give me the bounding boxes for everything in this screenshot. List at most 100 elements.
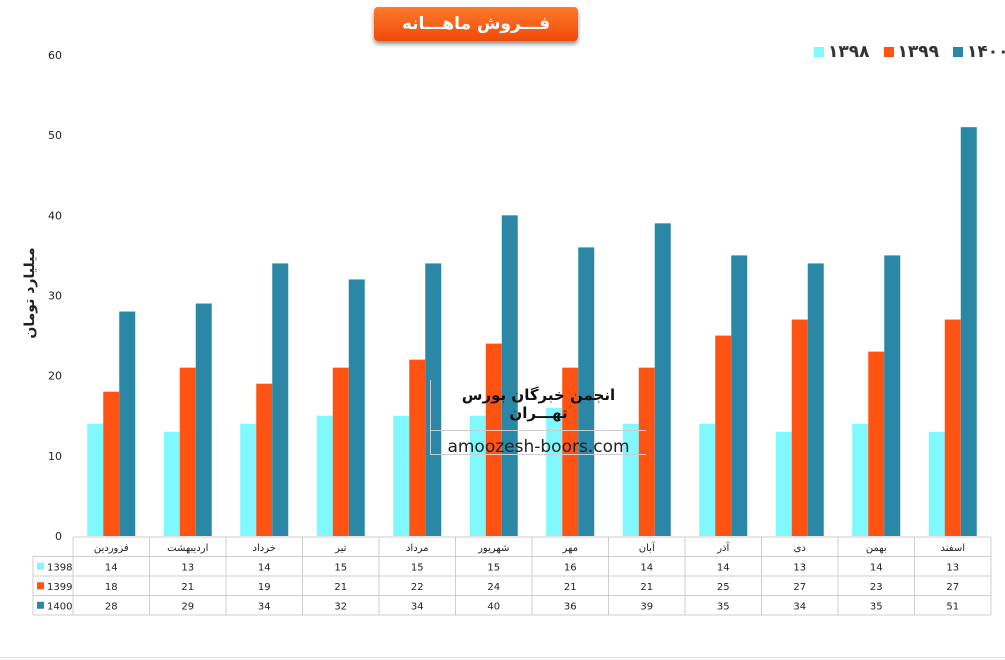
bar [103, 391, 120, 536]
table-cell-value: 34 [793, 602, 806, 613]
table-cell-value: 14 [105, 563, 118, 574]
legend-swatch-1400 [953, 47, 964, 57]
table-cell-value: 21 [640, 582, 653, 593]
table-legend-swatch [37, 562, 44, 570]
bar [807, 263, 824, 536]
table-cell-value: 14 [717, 563, 730, 574]
table-legend-swatch [37, 601, 44, 609]
bar [272, 263, 289, 536]
table-cell-value: 19 [258, 582, 271, 593]
bar [715, 335, 732, 536]
legend-item-1400: ۱۴۰۰ [953, 42, 1005, 62]
bar [469, 415, 486, 536]
x-tick-label: دی [794, 543, 806, 554]
x-tick-label: آبان [639, 541, 656, 554]
x-tick-label: فروردین [94, 543, 129, 554]
bar [393, 415, 410, 536]
x-tick-label: اردیبهشت [167, 543, 208, 554]
table-cell-value: 15 [411, 563, 424, 574]
bar [332, 367, 349, 536]
watermark-divider [431, 430, 646, 431]
y-tick-label: 60 [48, 49, 62, 62]
table-cell-value: 18 [105, 582, 118, 593]
table-cell-value: 13 [793, 563, 806, 574]
x-tick-label: آذر [716, 541, 730, 554]
table-cell-value: 34 [411, 602, 424, 613]
bar [179, 367, 196, 536]
table-cell-value: 28 [105, 602, 118, 613]
table-cell-value: 13 [946, 563, 959, 574]
bar [501, 215, 518, 537]
bar [960, 127, 977, 537]
x-tick-label: شهریور [477, 543, 509, 554]
table-cell-value: 27 [946, 582, 959, 593]
table-cell-value: 16 [564, 563, 577, 574]
bar [348, 279, 365, 536]
bar [546, 407, 563, 536]
table-cell-value: 22 [411, 582, 424, 593]
table-cell-value: 51 [946, 602, 959, 613]
bar [654, 223, 671, 536]
table-cell-value: 15 [487, 563, 500, 574]
legend-swatch-1398 [814, 47, 824, 57]
watermark: انجمن خبرگان بورس تهـــران amoozesh-boor… [430, 380, 646, 457]
y-tick-label: 10 [48, 450, 62, 463]
x-tick-label: مرداد [406, 543, 429, 554]
footer-divider [0, 657, 1005, 658]
legend-label-1399: ۱۳۹۹ [897, 42, 940, 62]
table-cell-value: 24 [487, 582, 500, 593]
y-tick-label: 50 [48, 129, 62, 142]
table-cell-value: 15 [334, 563, 347, 574]
table-cell-value: 25 [717, 582, 730, 593]
bar [256, 383, 273, 536]
legend-item-1398: ۱۳۹۸ [814, 42, 870, 62]
table-cell-value: 21 [564, 582, 577, 593]
table-cell-value: 14 [640, 563, 653, 574]
table-cell-value: 21 [334, 582, 347, 593]
table-series-name: 1400 [47, 602, 72, 613]
table-cell-value: 40 [487, 602, 500, 613]
bar [791, 319, 808, 536]
table-cell-value: 35 [870, 602, 883, 613]
y-tick-label: 20 [48, 370, 62, 383]
table-series-name: 1399 [47, 582, 72, 593]
legend-item-1399: ۱۳۹۹ [883, 42, 940, 62]
table-cell-value: 34 [258, 602, 271, 613]
x-tick-label: بهمن [866, 543, 887, 554]
table-cell-value: 21 [181, 582, 194, 593]
legend-swatch-1399 [883, 47, 894, 57]
bar [731, 255, 748, 536]
legend: ۱۳۹۸ ۱۳۹۹ ۱۴۰۰ [814, 42, 1005, 62]
table-cell-value: 23 [870, 582, 883, 593]
table-cell-value: 35 [717, 602, 730, 613]
watermark-url: amoozesh-boors.com [447, 437, 630, 457]
table-cell-value: 13 [181, 563, 194, 574]
bar [868, 351, 885, 536]
bar [638, 367, 655, 536]
table-cell-value: 39 [640, 602, 653, 613]
y-tick-label: 30 [48, 290, 62, 303]
bar [87, 423, 104, 536]
table-cell-value: 29 [181, 602, 194, 613]
x-tick-label: اسفند [941, 543, 965, 554]
bar [240, 423, 257, 536]
bar [316, 415, 333, 536]
x-tick-label: تیر [334, 543, 347, 554]
table-cell-value: 32 [334, 602, 347, 613]
legend-label-1400: ۱۴۰۰ [967, 42, 1005, 62]
bar [928, 431, 945, 536]
bar [944, 319, 961, 536]
bar [622, 423, 639, 536]
table-cell-value: 27 [793, 582, 806, 593]
bar [119, 311, 136, 536]
table-cell-value: 14 [870, 563, 883, 574]
watermark-title: انجمن خبرگان بورس تهـــران [461, 386, 616, 422]
table-series-name: 1398 [47, 563, 72, 574]
legend-label-1398: ۱۳۹۸ [828, 42, 870, 62]
y-tick-label: 40 [48, 209, 62, 222]
chart-title: فـــروش ماهـــانه شـگیلا [374, 7, 578, 68]
bar [562, 367, 579, 536]
bar [485, 343, 502, 536]
bar [852, 423, 869, 536]
